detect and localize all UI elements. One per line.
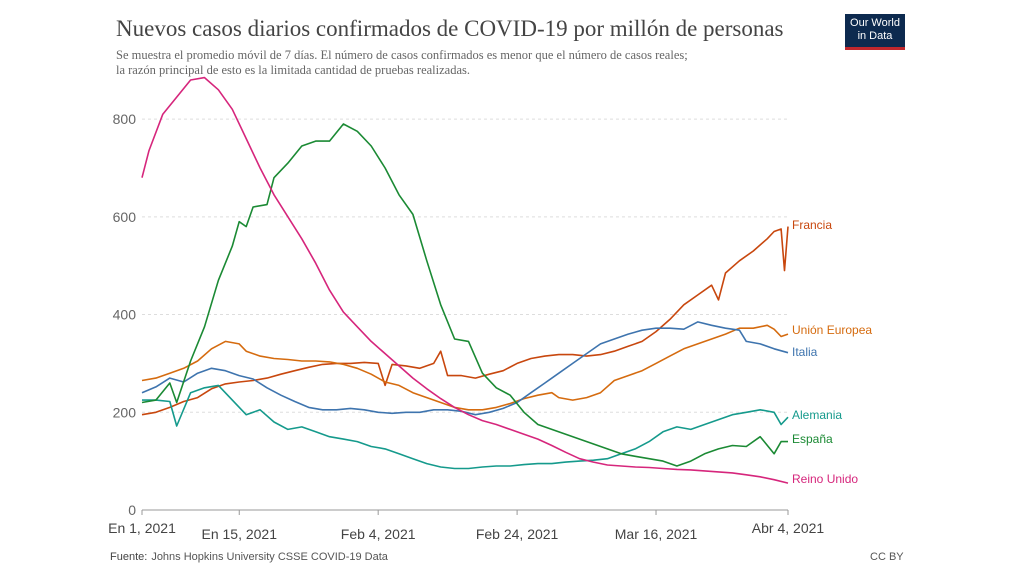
source-text: Johns Hopkins University CSSE COVID-19 D… <box>151 551 388 563</box>
series-line-alemania[interactable] <box>142 384 789 470</box>
x-tick-label: En 1, 2021 <box>108 520 176 536</box>
source-label: Fuente: <box>110 551 148 563</box>
x-tick-label: Abr 4, 2021 <box>752 520 825 536</box>
chart-title: Nuevos casos diarios confirmados de COVI… <box>116 16 784 41</box>
owid-logo[interactable]: Our World in Data <box>845 14 905 50</box>
series-labels: Francia Unión Europea Italia Alemania España… <box>792 218 872 486</box>
y-tick-label: 400 <box>113 307 137 323</box>
series-label-espana[interactable]: España <box>792 432 833 446</box>
series-line-union-europea[interactable] <box>141 324 789 411</box>
series-lines <box>141 76 789 484</box>
series-label-italia[interactable]: Italia <box>792 345 818 359</box>
y-tick-label: 200 <box>113 404 137 420</box>
x-tick-label: Mar 16, 2021 <box>615 526 698 542</box>
x-tick-label: Feb 4, 2021 <box>341 526 416 542</box>
series-line-francia[interactable] <box>141 226 789 416</box>
series-line-espana[interactable] <box>141 123 788 467</box>
y-axis-ticks: 0 200 400 600 800 <box>113 111 137 518</box>
series-label-alemania[interactable]: Alemania <box>792 408 842 422</box>
subtitle-line-2: la razón principal de esto es la limitad… <box>116 63 471 77</box>
y-tick-label: 800 <box>113 111 137 127</box>
y-tick-label: 0 <box>128 502 136 518</box>
chart-subtitle: Se muestra el promedio móvil de 7 días. … <box>116 48 756 78</box>
y-tick-label: 600 <box>113 209 137 225</box>
x-axis: En 1, 2021 En 15, 2021 Feb 4, 2021 Feb 24, … <box>108 510 824 542</box>
series-label-francia[interactable]: Francia <box>792 218 832 232</box>
license-link[interactable]: CC BY <box>870 551 904 563</box>
series-line-italia[interactable] <box>141 321 789 416</box>
logo-line-2: in Data <box>857 30 893 42</box>
x-tick-label: Feb 24, 2021 <box>476 526 559 542</box>
series-label-reino-unido[interactable]: Reino Unido <box>792 472 858 486</box>
series-line-reino-unido[interactable] <box>141 76 789 484</box>
grid-lines <box>142 118 788 511</box>
x-tick-label: En 15, 2021 <box>201 526 277 542</box>
subtitle-line-1: Se muestra el promedio móvil de 7 días. … <box>116 48 688 62</box>
series-label-union-europea[interactable]: Unión Europea <box>792 323 872 337</box>
source-note: Fuente: Johns Hopkins University CSSE COV… <box>110 551 388 563</box>
logo-line-1: Our World <box>850 17 900 29</box>
